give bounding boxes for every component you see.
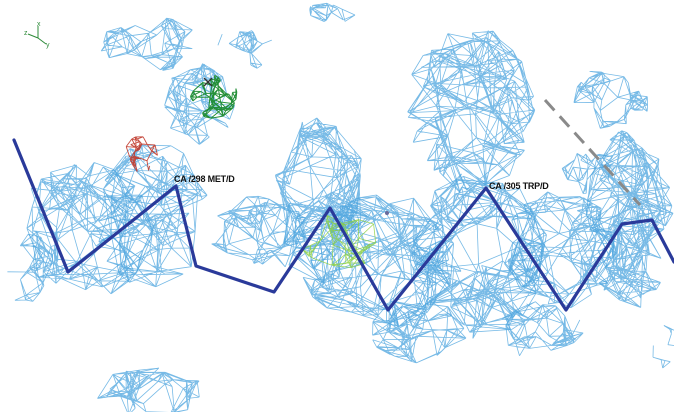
density-mesh-patch <box>302 194 455 327</box>
density-mesh-patch <box>164 63 236 145</box>
density-mesh-patch <box>309 2 356 22</box>
protein-backbone-trace[interactable] <box>12 138 674 312</box>
svg-text:z: z <box>24 30 28 37</box>
atom-marker-icon <box>385 211 389 215</box>
density-mesh-patch <box>502 301 584 357</box>
density-mesh-patch <box>217 30 272 69</box>
density-mesh-patch <box>561 153 614 194</box>
density-mesh-patch <box>97 367 200 416</box>
svg-text:x: x <box>37 21 41 28</box>
density-mesh-patch <box>585 130 674 308</box>
density-mesh-patch <box>573 71 648 129</box>
density-mesh-patch <box>125 136 158 172</box>
electron-density-mesh-blue <box>7 2 674 416</box>
density-mesh-patch <box>504 191 617 309</box>
atom-marker-icon <box>203 77 213 87</box>
density-mesh-patch <box>372 302 467 364</box>
density-mesh-patch <box>407 30 536 193</box>
residue-label-trp: CA /305 TRP/D <box>489 181 549 191</box>
density-mesh-patch <box>652 325 674 369</box>
density-mesh-patch <box>97 144 208 288</box>
svg-text:y: y <box>46 42 50 49</box>
density-mesh-patch <box>26 162 155 295</box>
dashed-bond <box>543 98 642 207</box>
axis-orientation-icon: x z y <box>24 21 50 49</box>
residue-label-met: CA /298 MET/D <box>174 174 235 184</box>
electron-density-mesh-red <box>125 136 158 172</box>
density-mesh-patch <box>100 17 193 71</box>
density-mesh-patch <box>189 74 238 119</box>
density-mesh-patch <box>7 231 54 302</box>
electron-density-mesh-green <box>189 74 238 119</box>
